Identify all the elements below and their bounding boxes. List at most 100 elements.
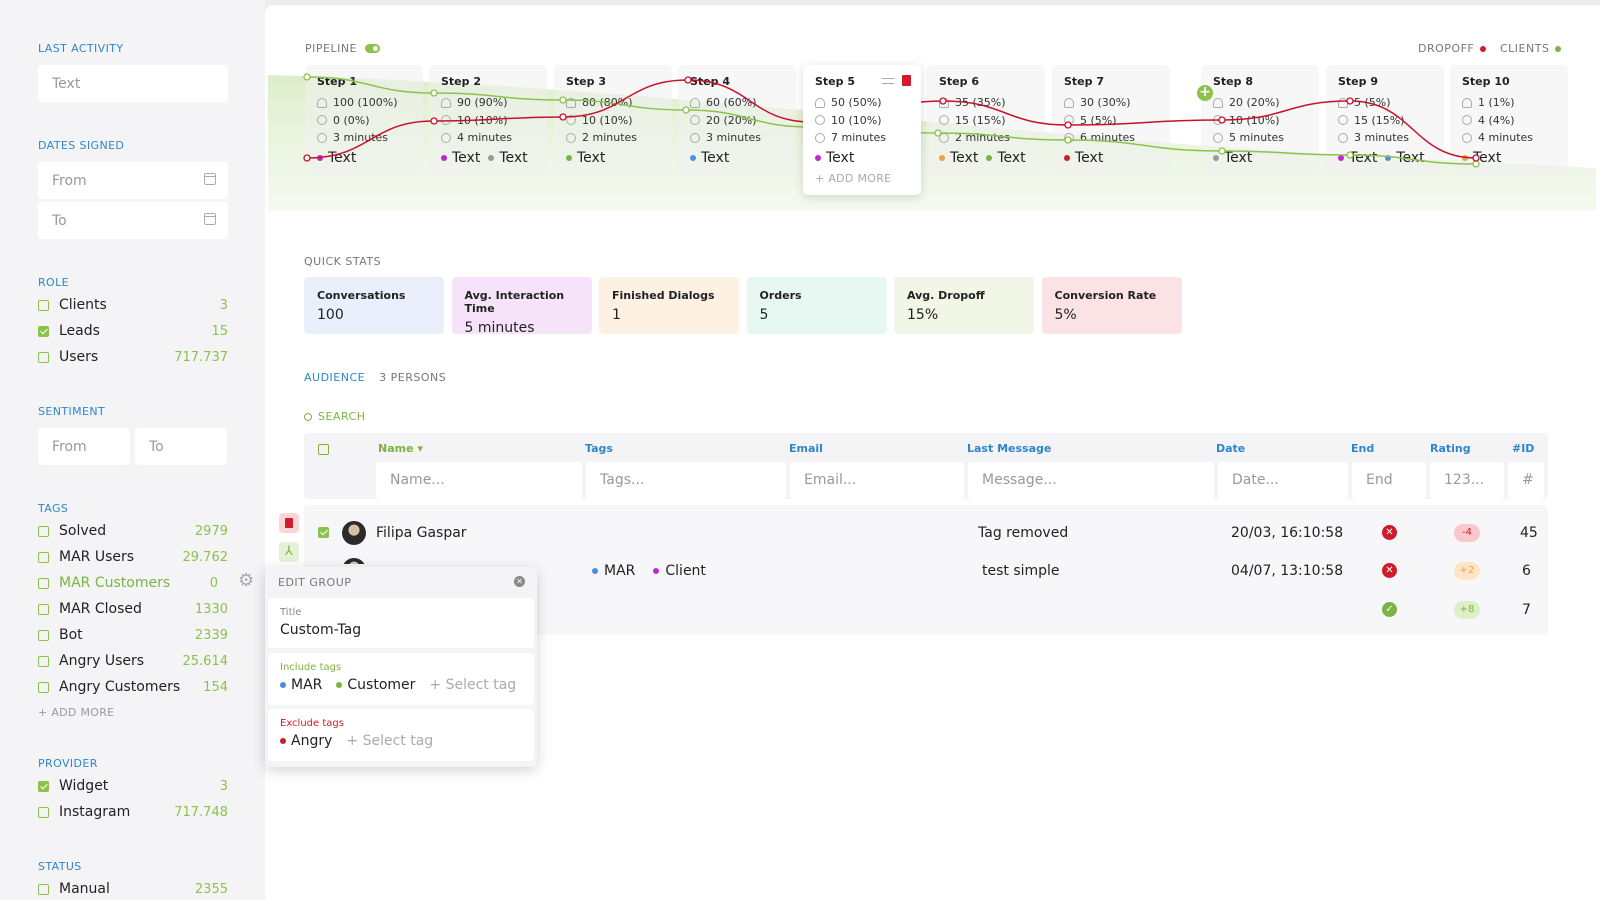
date-to-input[interactable]: To xyxy=(38,202,228,239)
tags-add-more-link[interactable]: + ADD MORE xyxy=(38,706,115,719)
column-end-header[interactable]: End xyxy=(1351,442,1375,455)
step-users-value: 5 (5%) xyxy=(1354,96,1391,110)
select-all-checkbox[interactable] xyxy=(318,444,329,455)
audience-title[interactable]: AUDIENCE xyxy=(304,371,366,384)
title-field-value[interactable]: Custom-Tag xyxy=(280,622,362,638)
role-item-leads[interactable]: Leads 15 xyxy=(38,321,228,341)
stat-value: 15% xyxy=(907,307,939,323)
id-filter-input[interactable]: # xyxy=(1508,462,1544,499)
rating-badge: +8 xyxy=(1454,601,1480,619)
pipeline-step-4[interactable]: Step 4 60 (60%) 20 (20%) 3 minutes Text xyxy=(678,65,796,175)
tag-chip[interactable]: MAR xyxy=(280,677,322,693)
provider-item-instagram[interactable]: Instagram 717.748 xyxy=(38,802,228,822)
pipeline-step-9[interactable]: Step 9 5 (5%) 15 (15%) 3 minutes Text Text xyxy=(1326,65,1444,175)
pipeline-toggle[interactable] xyxy=(365,44,381,53)
tag-dot xyxy=(986,154,993,161)
include-tags-field[interactable]: Include tags MAR Customer + Select tag xyxy=(268,653,534,705)
tag-dot xyxy=(280,682,286,688)
delete-rows-button[interactable] xyxy=(279,513,299,533)
checkbox[interactable] xyxy=(38,806,49,818)
trash-icon[interactable] xyxy=(902,75,911,86)
close-icon[interactable]: ✕ xyxy=(514,576,525,587)
checkbox[interactable] xyxy=(38,525,49,537)
step-tags: Text xyxy=(1462,150,1556,166)
stat-card: Avg. Interaction Time 5 minutes xyxy=(451,277,592,336)
title-field[interactable]: Title Custom-Tag xyxy=(268,598,534,648)
checkbox[interactable] xyxy=(38,299,49,311)
pipeline-step-8[interactable]: Step 8 20 (20%) 10 (10%) 5 minutes Text xyxy=(1201,65,1319,175)
sentiment-from-input[interactable]: From xyxy=(38,428,130,465)
tag-item-mar-users[interactable]: MAR Users 29.762 xyxy=(38,547,228,567)
tag-item-angry-users[interactable]: Angry Users 25.614 xyxy=(38,651,228,671)
step-tags: Text xyxy=(1213,150,1307,166)
checkbox[interactable] xyxy=(38,603,49,615)
name-filter-input[interactable]: Name... xyxy=(376,462,582,499)
checkbox[interactable] xyxy=(38,351,49,363)
date-from-input[interactable]: From xyxy=(38,162,228,199)
tag-dot xyxy=(592,568,598,574)
provider-item-widget[interactable]: Widget 3 xyxy=(38,776,228,796)
calendar-icon[interactable] xyxy=(204,213,216,225)
pipeline-step-10[interactable]: Step 10 1 (1%) 4 (4%) 4 minutes Text xyxy=(1450,65,1568,175)
column-name-header[interactable]: Name ▾ xyxy=(378,442,423,455)
column-tags-header[interactable]: Tags xyxy=(585,442,613,455)
merge-icon[interactable]: ⅄ xyxy=(279,542,299,562)
row-checkbox[interactable] xyxy=(318,527,329,538)
end-filter-input[interactable]: End xyxy=(1352,462,1426,499)
column-last-message-header[interactable]: Last Message xyxy=(967,442,1052,455)
checkbox[interactable] xyxy=(38,325,49,337)
role-item-users[interactable]: Users 717.737 xyxy=(38,347,228,367)
checkbox[interactable] xyxy=(38,551,49,563)
message-filter-input[interactable]: Message... xyxy=(968,462,1214,499)
status-item-manual[interactable]: Manual 2355 xyxy=(38,879,228,899)
step-add-more-link[interactable]: + ADD MORE xyxy=(815,171,892,185)
pipeline-step-6[interactable]: Step 6 35 (35%) 15 (15%) 2 minutes Text Text xyxy=(927,65,1045,175)
audience-header: AUDIENCE 3 PERSONS xyxy=(304,371,446,384)
drag-handle-icon[interactable] xyxy=(882,77,894,84)
gear-icon[interactable]: ⚙ xyxy=(238,570,255,591)
checkbox[interactable] xyxy=(38,780,49,792)
tag-item-mar-closed[interactable]: MAR Closed 1330 xyxy=(38,599,228,619)
step-tags: Text Text xyxy=(1338,150,1432,166)
rating-filter-input[interactable]: 123... xyxy=(1430,462,1504,499)
tags-filter-input[interactable]: Tags... xyxy=(586,462,786,499)
select-tag-button[interactable]: + Select tag xyxy=(346,733,434,749)
email-filter-input[interactable]: Email... xyxy=(790,462,964,499)
checkbox[interactable] xyxy=(38,883,49,895)
pipeline-step-2[interactable]: Step 2 90 (90%) 10 (10%) 4 minutes Text Text xyxy=(429,65,547,175)
tag-label: Angry xyxy=(291,733,333,749)
sentiment-to-input[interactable]: To xyxy=(135,428,227,465)
exclude-tags-field[interactable]: Exclude tags Angry + Select tag xyxy=(268,709,534,761)
add-step-icon[interactable]: + xyxy=(1197,85,1213,101)
column-date-header[interactable]: Date xyxy=(1216,442,1246,455)
calendar-icon[interactable] xyxy=(204,173,216,185)
select-tag-button[interactable]: + Select tag xyxy=(429,677,517,693)
pipeline-step-1[interactable]: Step 1 100 (100%) 0 (0%) 3 minutes Text xyxy=(305,65,423,175)
checkbox[interactable] xyxy=(38,681,49,693)
pipeline-step-5[interactable]: Step 5 50 (50%) 10 (10%) 7 minutes Text + ADD… xyxy=(803,65,921,195)
role-item-clients[interactable]: Clients 3 xyxy=(38,295,228,315)
tag-item-mar-customers[interactable]: MAR Customers 0 xyxy=(38,573,218,593)
step-tag-label: Text xyxy=(826,149,855,166)
tag-item-bot[interactable]: Bot 2339 xyxy=(38,625,228,645)
last-activity-input[interactable]: Text xyxy=(38,65,228,102)
tag-chip[interactable]: Customer xyxy=(336,677,415,693)
step-time: 3 minutes xyxy=(317,129,411,147)
column-email-header[interactable]: Email xyxy=(789,442,823,455)
checkbox[interactable] xyxy=(38,655,49,667)
tag-chip[interactable]: Angry xyxy=(280,733,332,749)
checkbox[interactable] xyxy=(38,577,49,589)
search-toggle[interactable]: SEARCH xyxy=(304,410,366,423)
cancel-icon xyxy=(317,115,327,126)
date-filter-input[interactable]: Date... xyxy=(1218,462,1348,499)
column-rating-header[interactable]: Rating xyxy=(1430,442,1471,455)
step-tags: Text xyxy=(317,150,411,166)
checkbox[interactable] xyxy=(38,629,49,641)
tag-label: Customer xyxy=(347,677,416,693)
column-id-header[interactable]: #ID xyxy=(1512,442,1535,455)
tag-item-angry-customers[interactable]: Angry Customers 154 xyxy=(38,677,228,697)
tag-item-solved[interactable]: Solved 2979 xyxy=(38,521,228,541)
pipeline-step-7[interactable]: Step 7 30 (30%) 5 (5%) 6 minutes Text xyxy=(1052,65,1170,175)
step-tag-label: Text xyxy=(1224,149,1253,166)
pipeline-step-3[interactable]: Step 3 80 (80%) 10 (10%) 2 minutes Text xyxy=(554,65,672,175)
